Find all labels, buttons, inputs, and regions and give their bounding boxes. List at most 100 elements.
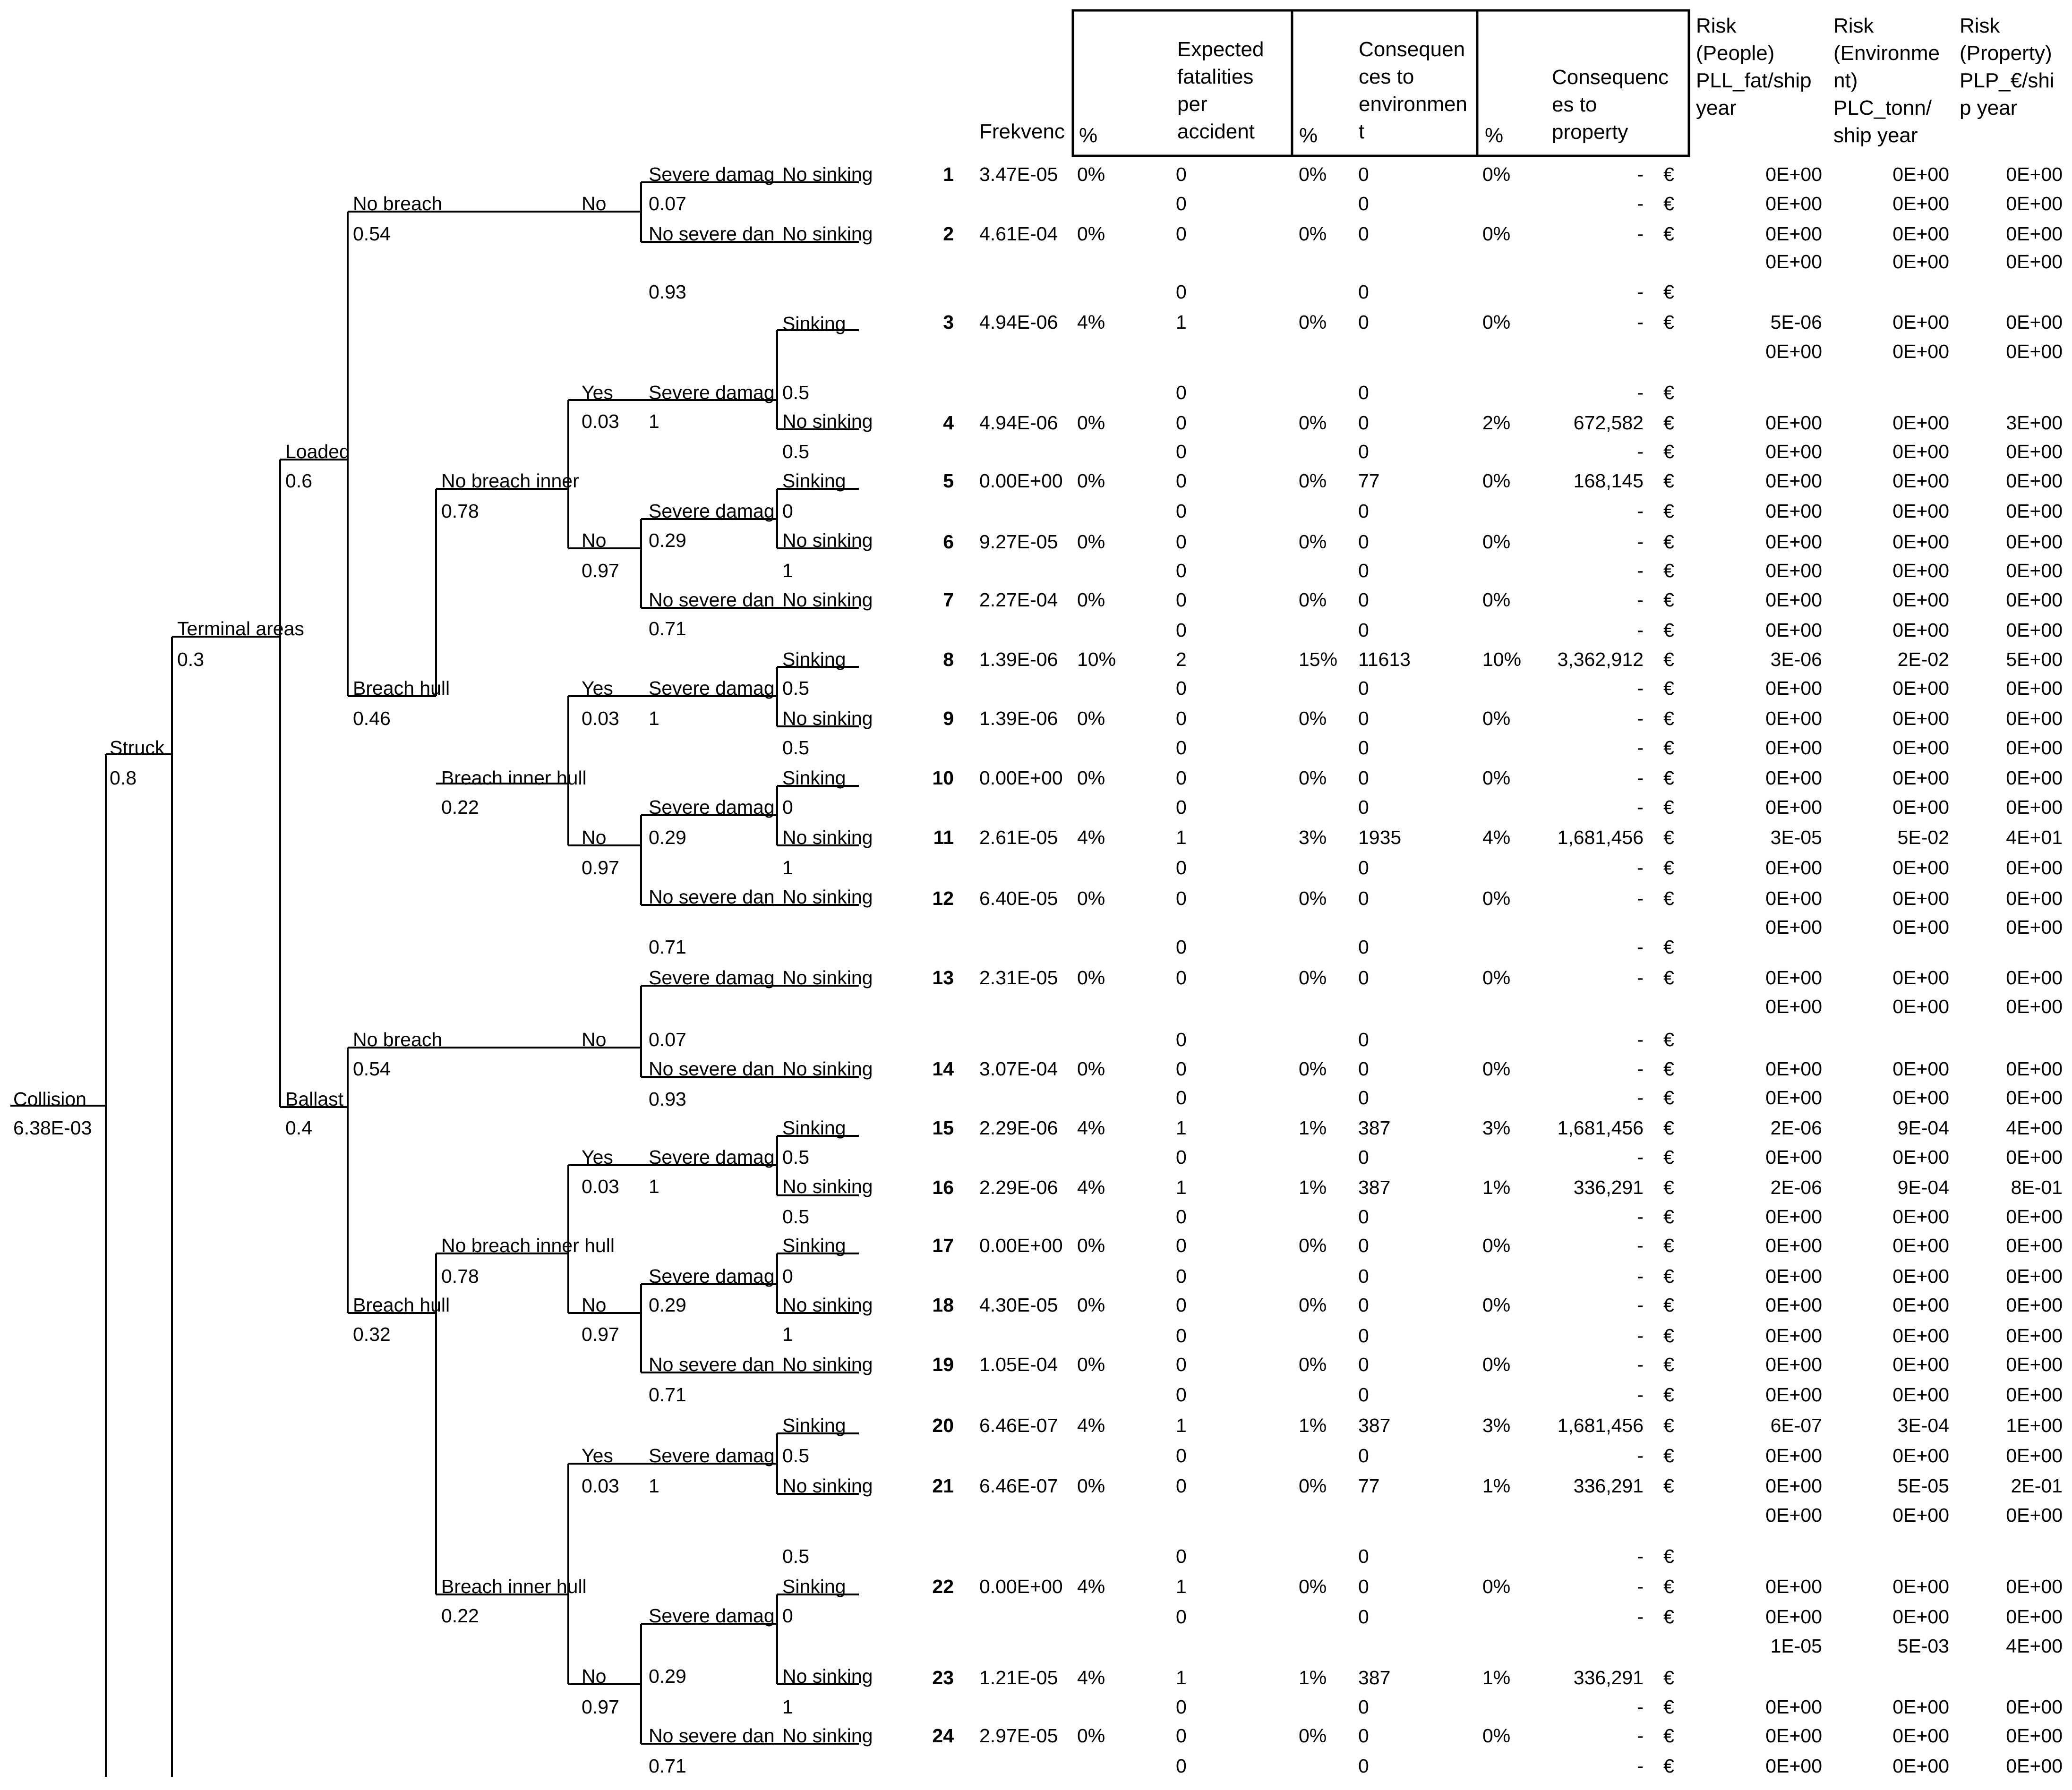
- risk-people: 0E+00: [1765, 1058, 1822, 1080]
- risk-property: 0E+00: [2006, 1294, 2063, 1316]
- risk-people: 0E+00: [1765, 1576, 1822, 1597]
- euro-sign: €: [1663, 1029, 1674, 1050]
- row-number: 9: [943, 707, 954, 729]
- euro-sign: €: [1663, 827, 1674, 848]
- consequence-environment: 0: [1358, 707, 1369, 729]
- consequence-property: -: [1637, 1206, 1644, 1227]
- consequence-environment: 0: [1358, 589, 1369, 611]
- risk-people: 5E-06: [1770, 311, 1822, 333]
- consequence-property: -: [1637, 857, 1644, 878]
- euro-sign: €: [1663, 1325, 1674, 1347]
- leaf-20-p: 0.5: [782, 1445, 809, 1466]
- risk-property: 0E+00: [2006, 531, 2063, 553]
- header-pct1: %: [1079, 124, 1098, 147]
- risk-people: 0E+00: [1765, 1146, 1822, 1168]
- pct-fatal: 0%: [1077, 1475, 1105, 1497]
- euro-sign: €: [1663, 470, 1674, 492]
- risk-people: 0E+00: [1765, 412, 1822, 434]
- euro-sign: €: [1663, 1545, 1674, 1567]
- node-l-nb-nosevere: No severe dan: [649, 223, 775, 245]
- euro-sign: €: [1663, 619, 1674, 641]
- pct-env: 0%: [1299, 1294, 1327, 1316]
- risk-property: 0E+00: [2006, 1146, 2063, 1168]
- pct-env: 3%: [1299, 827, 1327, 848]
- consequence-environment: 0: [1358, 796, 1369, 818]
- risk-people: 0E+00: [1765, 251, 1822, 273]
- row-number: 11: [933, 827, 954, 848]
- consequence-environment: 77: [1358, 1475, 1380, 1497]
- pct-fatal: 0%: [1077, 707, 1105, 729]
- node-b-bi-yes: Yes: [582, 1445, 613, 1466]
- pct-fatal: 10%: [1077, 648, 1116, 670]
- pct-fatal: 0%: [1077, 223, 1105, 245]
- row-number: 24: [932, 1725, 954, 1747]
- consequence-environment: 0: [1358, 1294, 1369, 1316]
- consequence-environment: 1935: [1358, 827, 1402, 848]
- risk-environment: 0E+00: [1892, 311, 1949, 333]
- euro-sign: €: [1663, 412, 1674, 434]
- pct-fatal: 4%: [1077, 827, 1105, 848]
- risk-property: 0E+00: [2006, 767, 2063, 789]
- node-b-nbi-no-p: 0.97: [582, 1323, 619, 1345]
- risk-environment: 0E+00: [1892, 1325, 1949, 1347]
- euro-sign: €: [1663, 1146, 1674, 1168]
- euro-sign: €: [1663, 737, 1674, 759]
- risk-people: 0E+00: [1765, 1384, 1822, 1406]
- node-loaded-value: 0.6: [285, 470, 312, 492]
- header-environment: Consequen ces to environmen t: [1359, 38, 1467, 143]
- pct-fatal: 4%: [1077, 1415, 1105, 1436]
- frequency: 1.39E-06: [979, 707, 1058, 729]
- frequency: 2.97E-05: [979, 1725, 1058, 1747]
- row-number: 19: [932, 1354, 954, 1375]
- risk-property: 0E+00: [2006, 857, 2063, 878]
- consequence-property: -: [1637, 936, 1644, 958]
- fatalities: 0: [1176, 887, 1187, 909]
- pct-fatal: 4%: [1077, 311, 1105, 333]
- consequence-property: -: [1637, 382, 1644, 403]
- risk-property: 0E+00: [2006, 1087, 2063, 1108]
- leaf-6: No sinking: [782, 529, 873, 551]
- consequence-property: 1,681,456: [1557, 1117, 1644, 1139]
- frequency: 6.46E-07: [979, 1475, 1058, 1497]
- euro-sign: €: [1663, 1667, 1674, 1688]
- risk-people: 0E+00: [1765, 1445, 1822, 1466]
- frequency: 4.61E-04: [979, 223, 1058, 245]
- risk-property: 0E+00: [2006, 560, 2063, 581]
- risk-environment: 0E+00: [1892, 619, 1949, 641]
- euro-sign: €: [1663, 531, 1674, 553]
- consequence-property: 336,291: [1573, 1176, 1644, 1198]
- pct-env: 0%: [1299, 1235, 1327, 1256]
- euro-sign: €: [1663, 1475, 1674, 1497]
- pct-env: 1%: [1299, 1415, 1327, 1436]
- risk-people: 3E-06: [1770, 648, 1822, 670]
- risk-environment: 0E+00: [1892, 1265, 1949, 1287]
- consequence-environment: 0: [1358, 1696, 1369, 1718]
- consequence-environment: 0: [1358, 1235, 1369, 1256]
- node-b-nb-nosevere: No severe dan: [649, 1058, 775, 1080]
- risk-property: 0E+00: [2006, 1504, 2063, 1526]
- pct-property: 0%: [1482, 887, 1511, 909]
- fatalities: 0: [1176, 163, 1187, 185]
- frequency: 2.29E-06: [979, 1176, 1058, 1198]
- consequence-environment: 0: [1358, 281, 1369, 303]
- leaf-11-p: 1: [782, 857, 793, 878]
- node-l-nbi-no-nosevere-p: 0.71: [649, 618, 686, 639]
- consequence-property: -: [1637, 677, 1644, 699]
- fatalities: 1: [1176, 1176, 1187, 1198]
- risk-property: 0E+00: [2006, 1354, 2063, 1375]
- consequence-environment: 0: [1358, 1545, 1369, 1567]
- risk-people: 0E+00: [1765, 967, 1822, 989]
- consequence-environment: 387: [1358, 1667, 1391, 1688]
- node-l-breach-value: 0.46: [353, 707, 391, 729]
- consequence-environment: 0: [1358, 857, 1369, 878]
- node-b-nb-severe-p: 0.07: [649, 1029, 686, 1050]
- row-number: 15: [932, 1117, 954, 1139]
- pct-property: 0%: [1482, 1058, 1511, 1080]
- risk-environment: 0E+00: [1892, 589, 1949, 611]
- pct-property: 0%: [1482, 531, 1511, 553]
- node-b-bi-yes-p: 0.03: [582, 1475, 619, 1497]
- euro-sign: €: [1663, 1058, 1674, 1080]
- frequency: 0.00E+00: [979, 1235, 1063, 1256]
- risk-property: 5E+00: [2006, 648, 2063, 670]
